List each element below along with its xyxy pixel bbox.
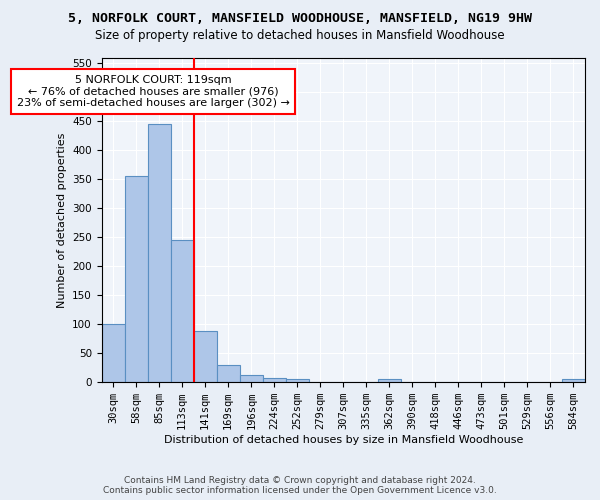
Bar bbox=[170, 240, 194, 382]
Bar bbox=[101, 324, 125, 382]
Text: Contains HM Land Registry data © Crown copyright and database right 2024.
Contai: Contains HM Land Registry data © Crown c… bbox=[103, 476, 497, 495]
Bar bbox=[194, 331, 217, 382]
X-axis label: Distribution of detached houses by size in Mansfield Woodhouse: Distribution of detached houses by size … bbox=[164, 435, 523, 445]
Bar bbox=[217, 365, 240, 382]
Bar bbox=[286, 380, 309, 382]
Bar bbox=[263, 378, 286, 382]
Bar bbox=[378, 380, 401, 382]
Bar bbox=[125, 176, 148, 382]
Bar bbox=[240, 374, 263, 382]
Bar bbox=[562, 380, 585, 382]
Text: Size of property relative to detached houses in Mansfield Woodhouse: Size of property relative to detached ho… bbox=[95, 28, 505, 42]
Bar bbox=[148, 124, 170, 382]
Y-axis label: Number of detached properties: Number of detached properties bbox=[56, 132, 67, 308]
Text: 5, NORFOLK COURT, MANSFIELD WOODHOUSE, MANSFIELD, NG19 9HW: 5, NORFOLK COURT, MANSFIELD WOODHOUSE, M… bbox=[68, 12, 532, 26]
Text: 5 NORFOLK COURT: 119sqm
← 76% of detached houses are smaller (976)
23% of semi-d: 5 NORFOLK COURT: 119sqm ← 76% of detache… bbox=[17, 75, 290, 108]
